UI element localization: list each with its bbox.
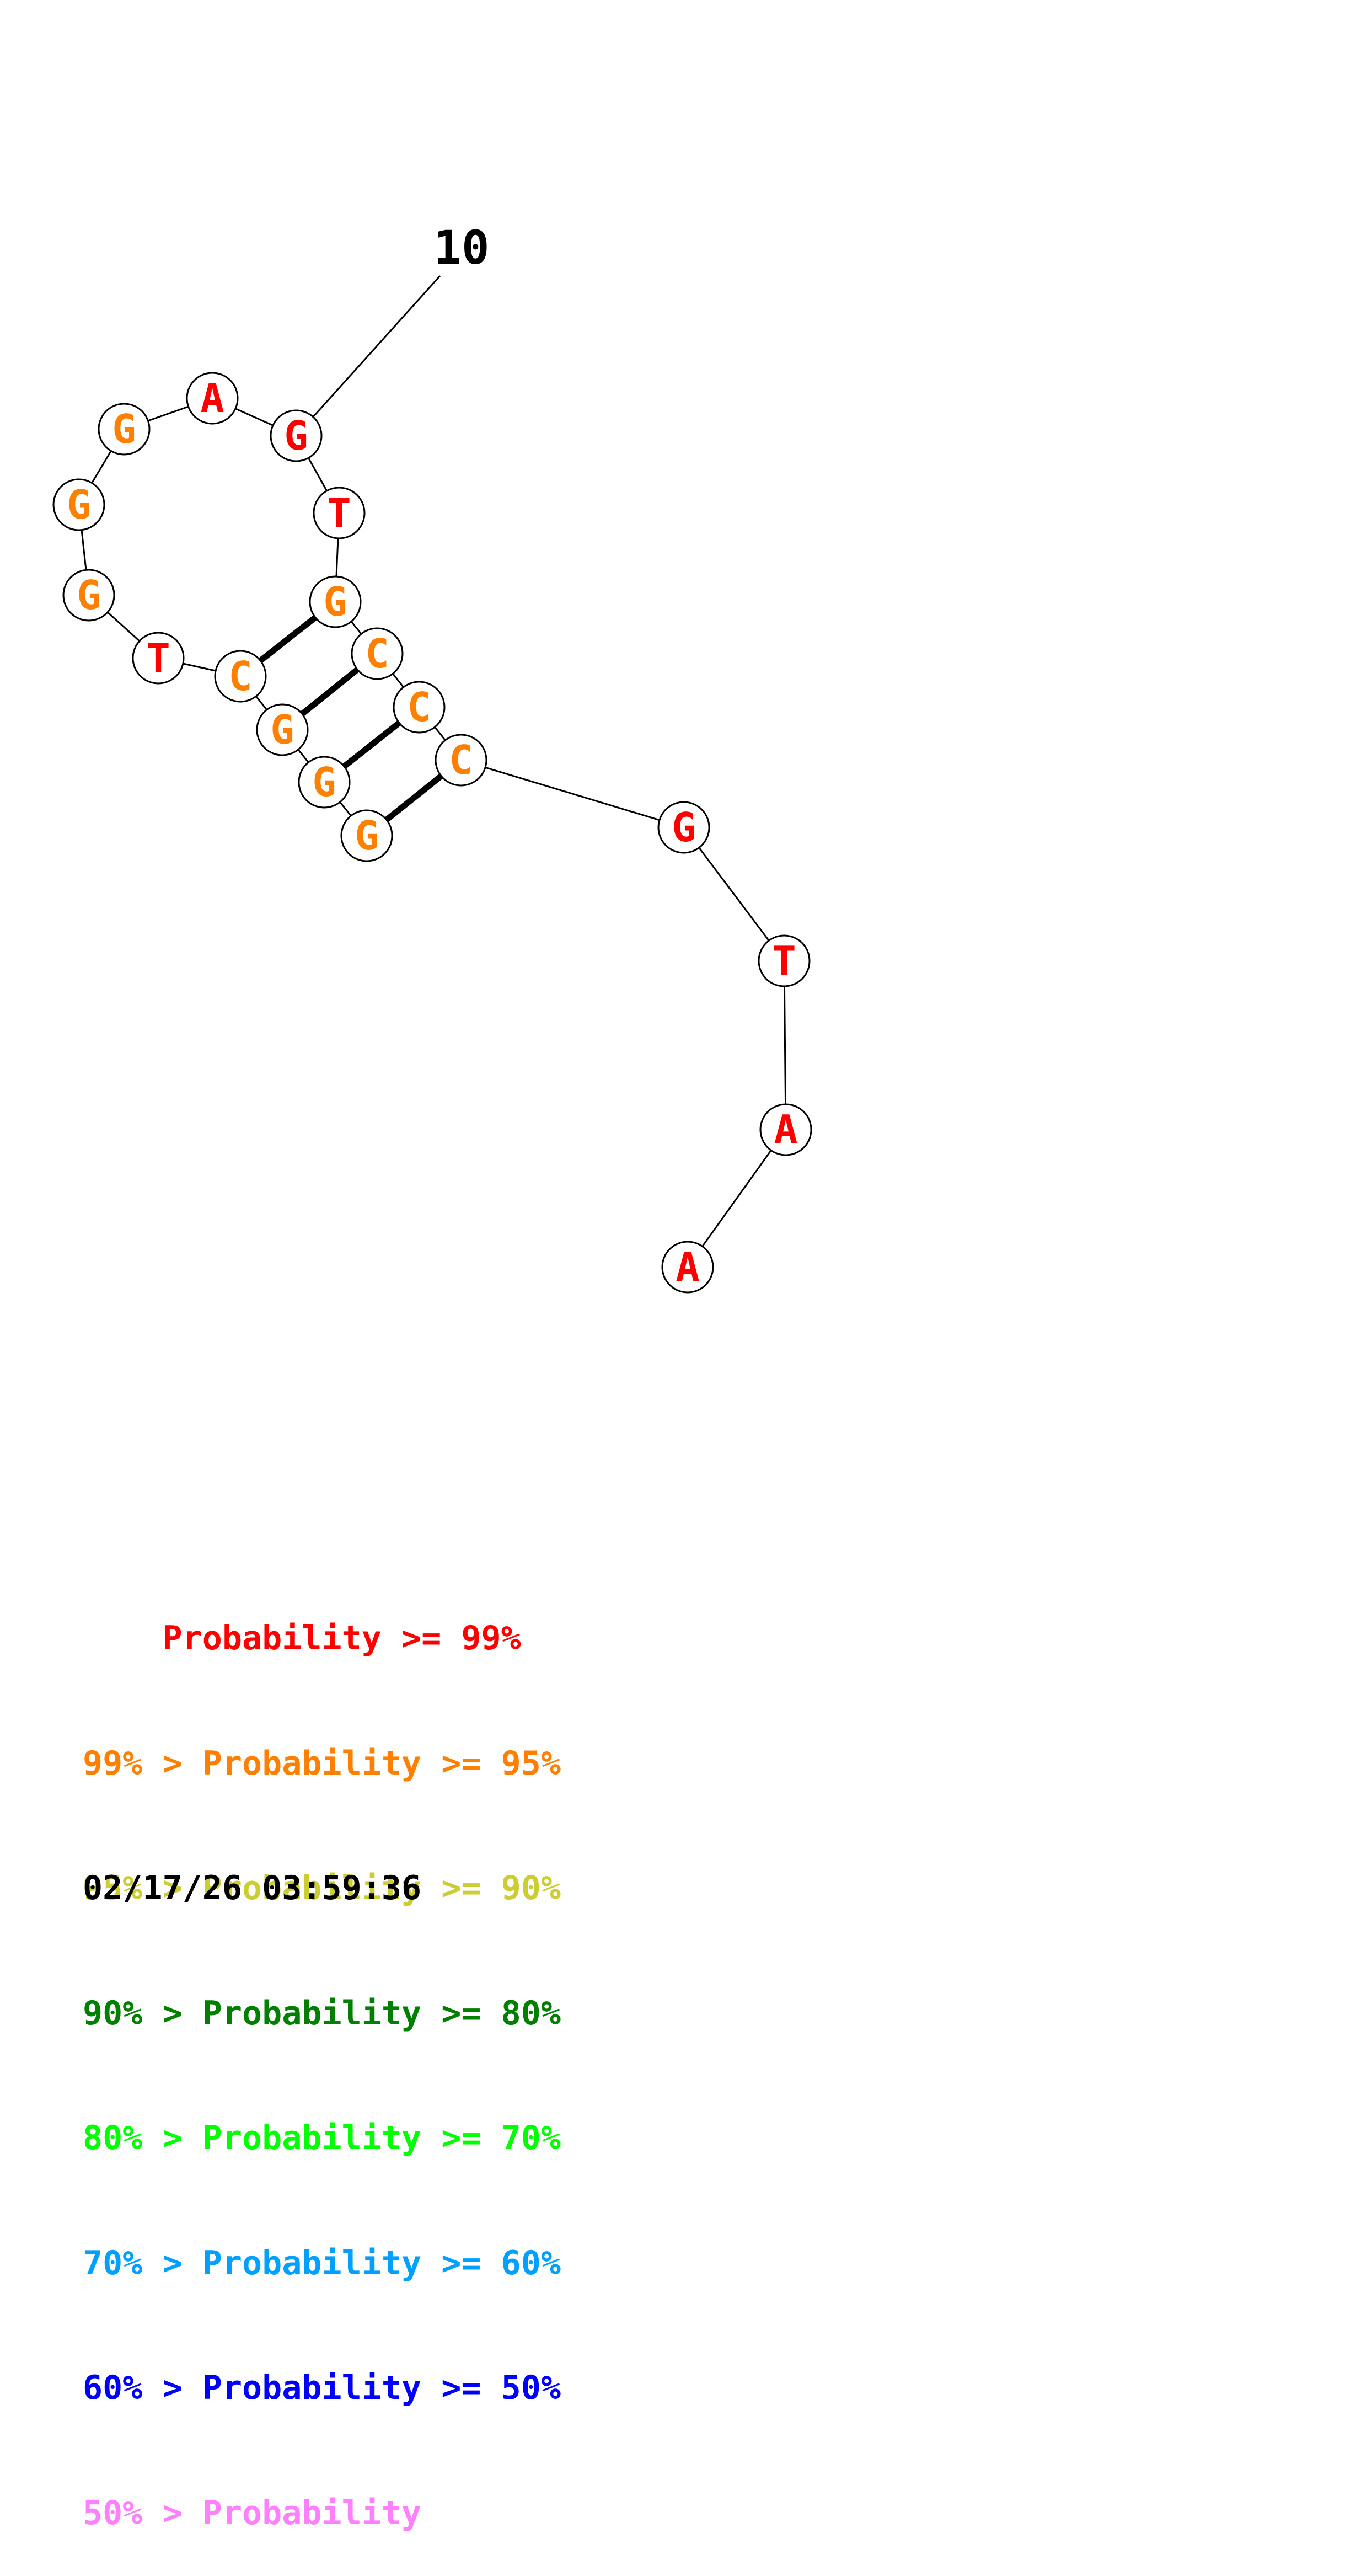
position-marker-line: [295, 275, 441, 437]
legend-line-60: 70% > Probability >= 60%: [83, 2243, 561, 2283]
nucleotide-circle: [270, 409, 323, 462]
nucleotide-node: C: [435, 734, 487, 787]
nucleotide-node: C: [393, 681, 446, 734]
nucleotide-node: A: [186, 372, 239, 425]
backbone-segment: [687, 1129, 787, 1268]
nucleotide-letter: C: [407, 684, 431, 730]
legend-line-95: 99% > Probability >= 95%: [83, 1744, 561, 1783]
nucleotide-letter: T: [327, 490, 351, 536]
backbone-segment: [683, 827, 785, 961]
nucleotide-letter: G: [112, 406, 136, 452]
legend-line-80: 90% > Probability >= 80%: [83, 1994, 561, 2033]
nucleotide-circle: [256, 703, 309, 756]
nucleotide-letter: A: [200, 375, 224, 421]
nucleotide-circle: [340, 809, 393, 862]
timestamp: 02/17/26 03:59:36: [83, 1869, 422, 1907]
legend-line-99: Probability >= 99%: [83, 1619, 521, 1658]
nucleotide-circle: [309, 575, 362, 628]
legend-line-low: 50% > Probability: [83, 2493, 422, 2532]
nucleotide-circle: [98, 403, 151, 456]
nucleotide-letter: G: [284, 413, 308, 459]
nucleotide-letter: G: [270, 707, 294, 753]
nucleotide-circle: [661, 1241, 714, 1294]
nucleotide-node: C: [351, 627, 404, 680]
nucleotide-circle: [298, 756, 351, 809]
nucleotide-node: T: [132, 632, 185, 685]
nucleotide-letter: T: [146, 635, 170, 681]
nucleotide-letter: G: [77, 572, 100, 618]
nucleotide-circle: [657, 801, 710, 854]
nucleotide-node: G: [62, 569, 115, 622]
nucleotide-node: T: [313, 487, 366, 539]
nucleotide-letter: G: [312, 759, 336, 805]
nucleotide-node: T: [758, 934, 811, 987]
backbone-lines: [78, 275, 787, 1268]
nucleotide-node: G: [657, 801, 710, 854]
legend-line-70: 80% > Probability >= 70%: [83, 2119, 561, 2157]
nucleotide-node: G: [256, 703, 309, 756]
nucleotide-circle: [435, 734, 487, 787]
nucleotide-circle: [351, 627, 404, 680]
nucleotide-circle: [132, 632, 185, 685]
nucleotide-letter: C: [228, 653, 252, 699]
nucleotide-node: G: [309, 575, 362, 628]
nucleotide-circle: [393, 681, 446, 734]
nucleotide-node: G: [298, 756, 351, 809]
nucleotide-circle: [758, 934, 811, 987]
nucleotide-node: G: [98, 403, 151, 456]
nucleotide-circle: [186, 372, 239, 425]
nucleotide-node: A: [759, 1103, 812, 1156]
probability-legend: Probability >= 99% 99% > Probability >= …: [83, 1535, 561, 2576]
nucleotide-node: A: [661, 1241, 714, 1294]
nucleotide-circle: [62, 569, 115, 622]
nucleotide-letter: C: [449, 737, 473, 783]
nucleotide-node: G: [270, 409, 323, 462]
nucleotide-circle: [52, 478, 105, 531]
nucleotide-letter: C: [365, 630, 389, 677]
nucleotide-node: C: [214, 650, 267, 703]
backbone-segment: [460, 759, 684, 829]
nucleotide-node: G: [340, 809, 393, 862]
nucleotide-circle: [759, 1103, 812, 1156]
nucleotide-letter: G: [355, 813, 378, 859]
legend-line-50: 60% > Probability >= 50%: [83, 2369, 561, 2407]
nucleotide-letter: T: [772, 938, 796, 984]
legend-line-90: 95% > Probability >= 90%: [83, 1869, 561, 1907]
nucleotide-letter: A: [676, 1244, 699, 1290]
nucleotide-circle: [214, 650, 267, 703]
nucleotide-letter: G: [323, 579, 347, 625]
nucleotide-letter: A: [774, 1107, 797, 1153]
backbone-segment: [783, 960, 787, 1130]
nucleotide-letter: G: [672, 804, 695, 851]
nucleotide-letter: G: [67, 482, 90, 528]
position-marker-10: 10: [433, 221, 489, 275]
nucleotide-node: G: [52, 478, 105, 531]
nucleotide-circle: [313, 487, 366, 539]
